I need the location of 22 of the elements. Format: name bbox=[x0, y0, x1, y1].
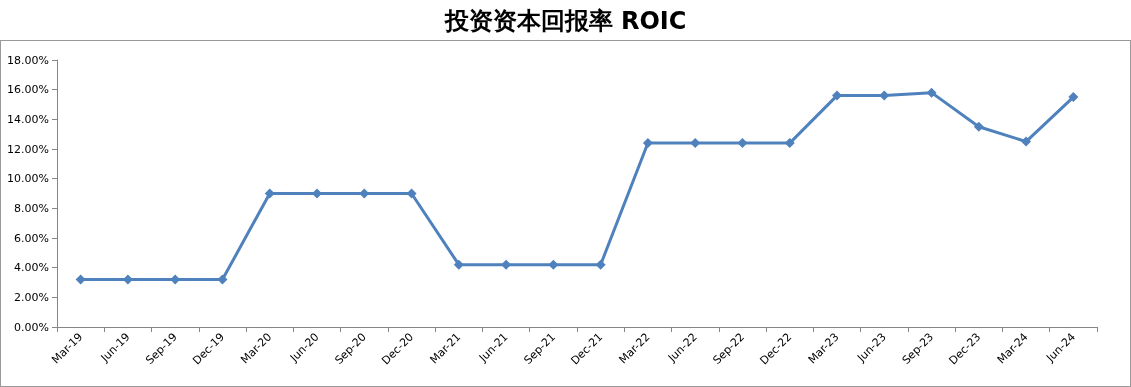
y-tick-label: 12.00% bbox=[7, 142, 49, 156]
point bbox=[926, 87, 937, 98]
y-tick-label: 6.00% bbox=[14, 231, 49, 245]
point bbox=[642, 138, 653, 149]
y-tick-label: 16.00% bbox=[7, 83, 49, 97]
y-tick-label: 2.00% bbox=[14, 290, 49, 304]
chart-title: 投资资本回报率 ROIC bbox=[443, 7, 687, 35]
point bbox=[1068, 92, 1079, 103]
y-tick-label: 10.00% bbox=[7, 172, 49, 186]
y-tick-label: 4.00% bbox=[14, 261, 49, 275]
point bbox=[973, 121, 984, 132]
y-tick-label: 14.00% bbox=[7, 112, 49, 126]
point bbox=[453, 259, 464, 270]
point bbox=[737, 138, 748, 149]
y-tick-label: 18.00% bbox=[7, 53, 49, 67]
y-tick-label: 0.00% bbox=[14, 320, 49, 334]
point bbox=[832, 90, 842, 101]
point bbox=[548, 259, 559, 270]
point bbox=[595, 259, 606, 270]
point bbox=[1021, 136, 1032, 147]
y-tick-label: 8.00% bbox=[14, 201, 49, 215]
point bbox=[312, 188, 322, 199]
